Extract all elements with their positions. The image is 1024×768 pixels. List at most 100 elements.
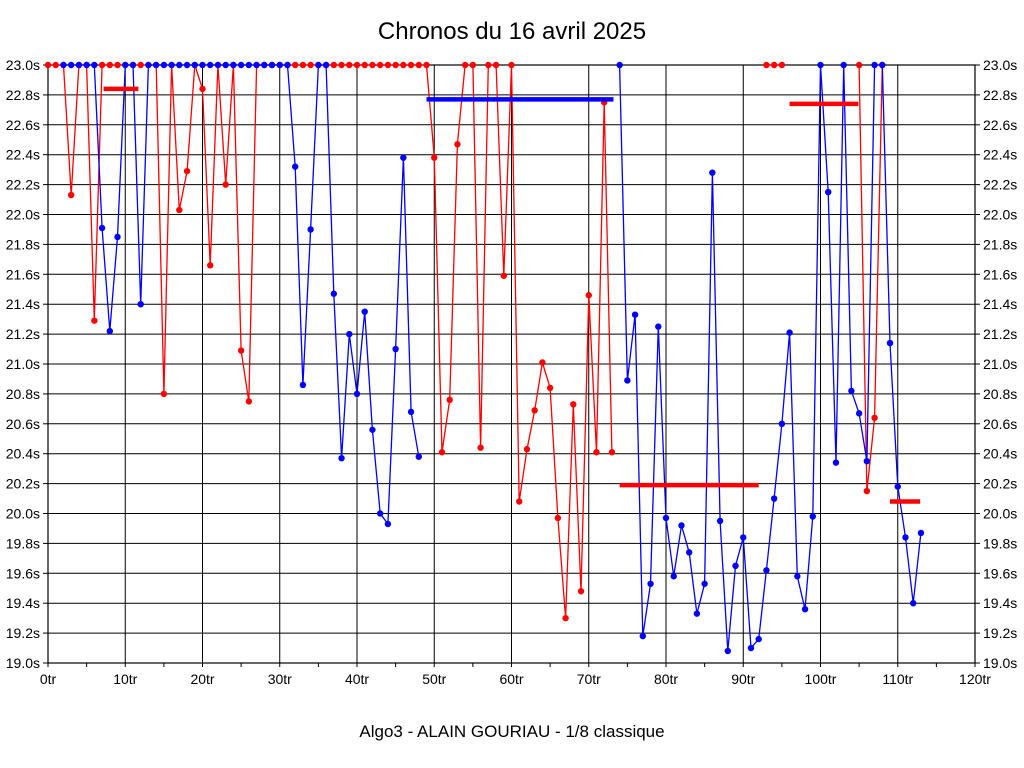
chrono-red-point [183, 167, 191, 175]
chrono-blue-point [268, 61, 276, 69]
chrono-red-point [570, 401, 577, 408]
chart-title: Chronos du 16 avril 2025 [377, 18, 647, 45]
y-axis-label-right: 19.2s [983, 625, 1017, 641]
chrono-red-point [237, 347, 245, 354]
chrono-red-line [858, 64, 883, 492]
chrono-blue-point [67, 61, 75, 69]
y-axis-label-left: 21.2s [6, 326, 40, 342]
chrono-red-point [554, 514, 562, 522]
chrono-blue-point [191, 61, 198, 69]
chrono-blue-point [299, 381, 307, 389]
y-axis-label-right: 20.2s [983, 476, 1017, 492]
chrono-blue-point [786, 329, 793, 336]
y-axis-label-left: 20.2s [6, 476, 40, 492]
chrono-blue-point [770, 495, 778, 502]
chrono-red-point [469, 61, 477, 69]
chrono-blue-point [886, 339, 894, 347]
chrono-red-point [423, 61, 430, 69]
chrono-blue-line [618, 64, 922, 652]
y-axis-label-left: 19.0s [6, 655, 40, 671]
chrono-red-point [608, 449, 616, 456]
chrono-blue-point [307, 226, 314, 233]
chrono-blue-point [83, 61, 90, 69]
chrono-blue-point [176, 61, 183, 69]
chrono-red-point [871, 414, 878, 422]
chrono-blue-point [207, 61, 214, 69]
chrono-red-point [778, 61, 786, 69]
chrono-red-point [176, 206, 183, 214]
chrono-red-point [160, 390, 168, 398]
x-axis-label: 70tr [577, 671, 601, 687]
chrono-red-point [763, 61, 770, 69]
chrono-red-point [593, 449, 600, 456]
x-axis-label: 90tr [731, 671, 755, 687]
y-axis-label-right: 22.0s [983, 207, 1017, 223]
chrono-red-point [207, 262, 214, 269]
chrono-red-point [477, 444, 484, 451]
chrono-blue-point [778, 420, 786, 427]
chrono-blue-point [253, 61, 260, 69]
chrono-red-point [546, 384, 554, 392]
y-axis-label-right: 22.6s [983, 117, 1017, 133]
chrono-blue-point [910, 600, 917, 607]
y-axis-label-right: 19.8s [983, 535, 1017, 551]
chrono-blue-point [230, 61, 237, 69]
y-axis-label-left: 23.0s [6, 57, 40, 73]
y-axis-label-right: 21.2s [983, 326, 1017, 342]
chrono-blue-point [276, 61, 283, 69]
chrono-blue-point [701, 580, 708, 587]
chrono-blue-point [152, 61, 160, 69]
chrono-blue-point [647, 580, 654, 587]
chrono-blue-point [724, 647, 731, 655]
x-axis-label: 120tr [959, 671, 991, 687]
chrono-blue-point [662, 514, 670, 522]
chrono-blue-point [369, 426, 376, 433]
chrono-red-point [431, 154, 438, 161]
chrono-blue-point [832, 459, 840, 466]
chrono-red-point [114, 61, 121, 69]
chrono-blue-point [315, 61, 322, 69]
y-axis-label-left: 21.6s [6, 266, 40, 282]
chrono-blue-point [678, 522, 685, 529]
y-axis-label-left: 22.6s [6, 117, 40, 133]
chrono-blue-point [400, 154, 407, 161]
y-axis-label-left: 19.4s [6, 595, 40, 611]
chrono-blue-point [809, 513, 816, 520]
chrono-blue-point [863, 457, 871, 465]
chrono-blue-point [871, 61, 878, 69]
chrono-red-point [516, 498, 523, 505]
x-axis-label: 0tr [40, 671, 57, 687]
chrono-blue-point [183, 61, 191, 69]
chrono-red-point [508, 61, 515, 69]
y-axis-label-right: 19.0s [983, 655, 1017, 671]
y-axis-label-right: 21.8s [983, 236, 1017, 252]
chrono-red-point [523, 446, 531, 453]
chrono-red-point [384, 61, 392, 69]
chrono-blue-point [879, 61, 886, 69]
y-axis-label-right: 20.0s [983, 506, 1017, 522]
chrono-red-point [446, 396, 453, 404]
chrono-blue-point [902, 534, 909, 541]
chrono-red-point [44, 61, 52, 69]
x-axis-label: 100tr [805, 671, 837, 687]
chrono-blue-point [670, 573, 677, 580]
chrono-blue-point [693, 610, 701, 617]
chrono-blue-point [747, 644, 755, 652]
chrono-blue-point [245, 61, 253, 69]
chrono-blue-point [322, 61, 330, 69]
chrono-red-point [438, 449, 446, 456]
chrono-blue-point [685, 549, 693, 556]
chrono-blue-point [222, 61, 229, 69]
chrono-blue-point [160, 61, 168, 69]
y-axis-label-left: 20.8s [6, 386, 40, 402]
chrono-blue-line [63, 64, 420, 526]
y-axis-label-left: 20.4s [6, 446, 40, 462]
chrono-blue-point [129, 61, 137, 69]
y-axis-label-left: 21.4s [6, 296, 40, 312]
chrono-blue-point [91, 61, 98, 69]
chrono-blue-point [817, 61, 824, 69]
chrono-blue-point [98, 224, 106, 232]
chrono-blue-point [631, 311, 639, 318]
chrono-blue-point [353, 390, 361, 398]
chrono-red-point [500, 272, 507, 279]
